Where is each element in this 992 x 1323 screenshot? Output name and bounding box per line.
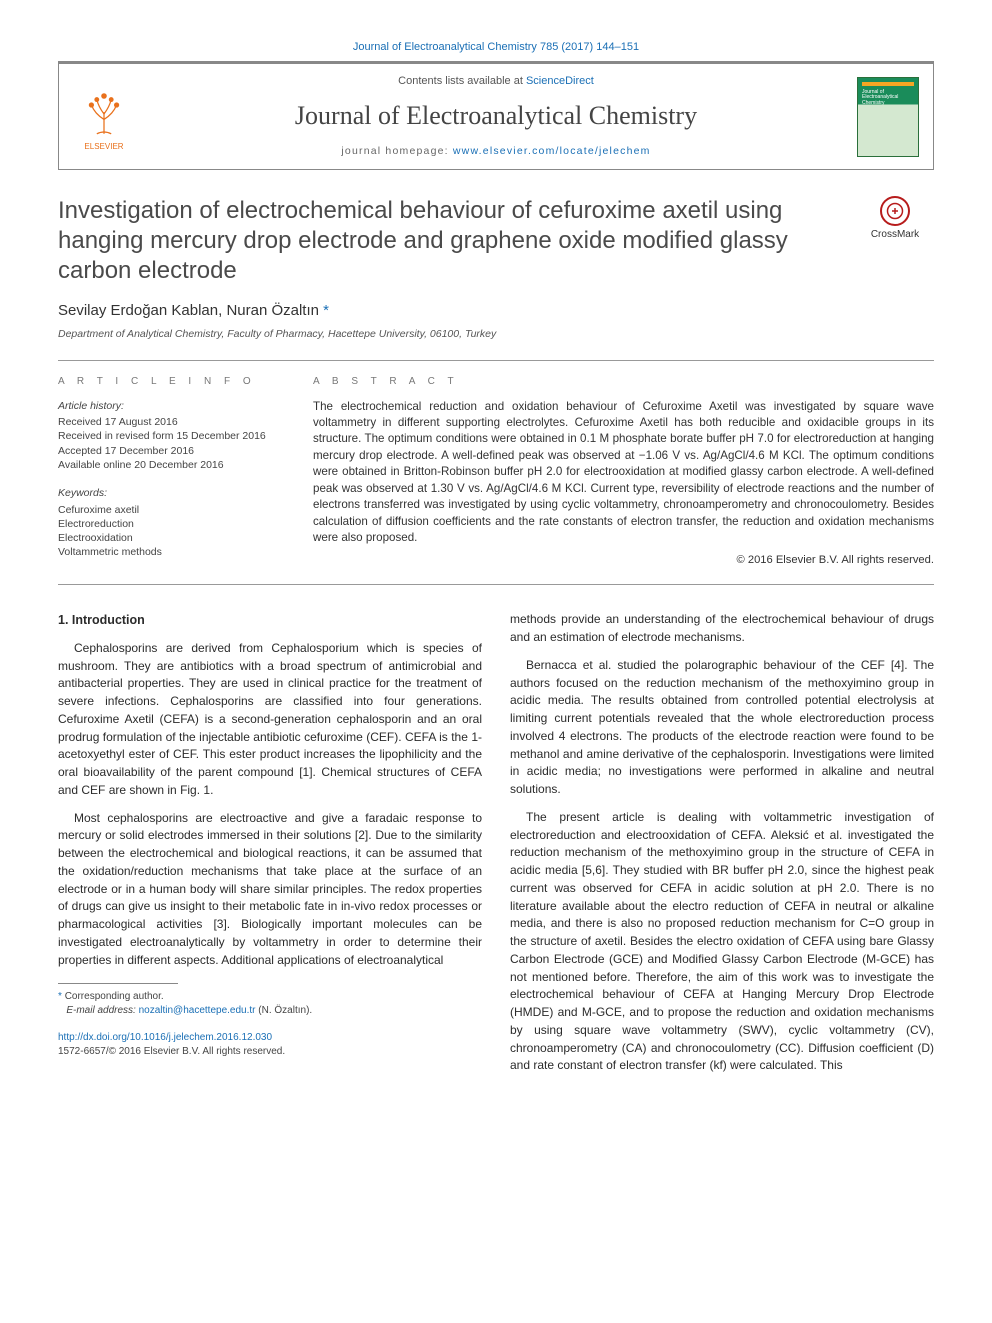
keywords-label: Keywords: xyxy=(58,486,283,501)
doi-link[interactable]: http://dx.doi.org/10.1016/j.jelechem.201… xyxy=(58,1032,272,1043)
keywords-list: Cefuroxime axetil Electroreduction Elect… xyxy=(58,503,283,560)
journal-name: Journal of Electroanalytical Chemistry xyxy=(149,98,843,134)
left-column: 1. Introduction Cephalosporins are deriv… xyxy=(58,611,482,1085)
keyword-item: Voltammetric methods xyxy=(58,545,283,559)
issn-line: 1572-6657/© 2016 Elsevier B.V. All right… xyxy=(58,1046,285,1057)
history-label: Article history: xyxy=(58,399,283,414)
abstract: a b s t r a c t The electrochemical redu… xyxy=(313,375,934,569)
keyword-item: Electroreduction xyxy=(58,517,283,531)
author-names: Sevilay Erdoğan Kablan, Nuran Özaltın xyxy=(58,302,323,319)
history-item: Accepted 17 December 2016 xyxy=(58,444,283,458)
history-item: Received 17 August 2016 xyxy=(58,415,283,429)
body-paragraph: Most cephalosporins are electroactive an… xyxy=(58,810,482,970)
cover-text: Journal of Electroanalytical Chemistry xyxy=(862,90,918,107)
elsevier-tree-icon xyxy=(77,87,131,141)
abstract-label: a b s t r a c t xyxy=(313,375,934,389)
meta-abstract-row: a r t i c l e i n f o Article history: R… xyxy=(58,360,934,586)
homepage-line: journal homepage: www.elsevier.com/locat… xyxy=(149,144,843,159)
keyword-item: Cefuroxime axetil xyxy=(58,503,283,517)
elsevier-logo: ELSEVIER xyxy=(73,81,135,153)
journal-cover-thumb: Journal of Electroanalytical Chemistry xyxy=(857,77,919,157)
journal-header: ELSEVIER Contents lists available at Sci… xyxy=(58,61,934,169)
footnote-symbol: * xyxy=(58,991,62,1002)
history-list: Received 17 August 2016 Received in revi… xyxy=(58,415,283,472)
corresponding-symbol[interactable]: * xyxy=(323,302,329,319)
section-heading: 1. Introduction xyxy=(58,611,482,630)
header-center: Contents lists available at ScienceDirec… xyxy=(149,74,843,158)
body-columns: 1. Introduction Cephalosporins are deriv… xyxy=(58,611,934,1085)
corr-label: Corresponding author. xyxy=(65,991,164,1002)
issue-link[interactable]: Journal of Electroanalytical Chemistry 7… xyxy=(353,41,639,53)
doi-block: http://dx.doi.org/10.1016/j.jelechem.201… xyxy=(58,1031,482,1059)
journal-issue-link[interactable]: Journal of Electroanalytical Chemistry 7… xyxy=(58,40,934,55)
email-name: (N. Özaltın). xyxy=(258,1005,312,1016)
right-column: methods provide an understanding of the … xyxy=(510,611,934,1085)
keyword-item: Electrooxidation xyxy=(58,531,283,545)
crossmark-badge[interactable]: CrossMark xyxy=(856,196,934,242)
email-link[interactable]: nozaltin@hacettepe.edu.tr xyxy=(139,1005,256,1016)
crossmark-icon xyxy=(880,196,910,226)
homepage-prefix: journal homepage: xyxy=(341,145,453,157)
abstract-copyright: © 2016 Elsevier B.V. All rights reserved… xyxy=(313,553,934,569)
body-paragraph: Cephalosporins are derived from Cephalos… xyxy=(58,640,482,800)
email-label: E-mail address: xyxy=(66,1005,135,1016)
affiliation: Department of Analytical Chemistry, Facu… xyxy=(58,327,934,342)
body-paragraph: The present article is dealing with volt… xyxy=(510,809,934,1075)
homepage-link[interactable]: www.elsevier.com/locate/jelechem xyxy=(453,145,651,157)
corresponding-footnote: * Corresponding author. E-mail address: … xyxy=(58,990,482,1017)
body-paragraph: Bernacca et al. studied the polarographi… xyxy=(510,657,934,799)
authors: Sevilay Erdoğan Kablan, Nuran Özaltın * xyxy=(58,300,934,321)
crossmark-label: CrossMark xyxy=(871,228,919,242)
contents-prefix: Contents lists available at xyxy=(398,75,526,87)
sciencedirect-link[interactable]: ScienceDirect xyxy=(526,75,594,87)
article-info: a r t i c l e i n f o Article history: R… xyxy=(58,375,283,569)
article-info-label: a r t i c l e i n f o xyxy=(58,375,283,389)
footnote-separator xyxy=(58,983,178,984)
body-paragraph: methods provide an understanding of the … xyxy=(510,611,934,647)
contents-line: Contents lists available at ScienceDirec… xyxy=(149,74,843,89)
abstract-text: The electrochemical reduction and oxidat… xyxy=(313,399,934,547)
history-item: Received in revised form 15 December 201… xyxy=(58,429,283,443)
article-title: Investigation of electrochemical behavio… xyxy=(58,196,836,286)
elsevier-label: ELSEVIER xyxy=(84,141,123,152)
history-item: Available online 20 December 2016 xyxy=(58,458,283,472)
